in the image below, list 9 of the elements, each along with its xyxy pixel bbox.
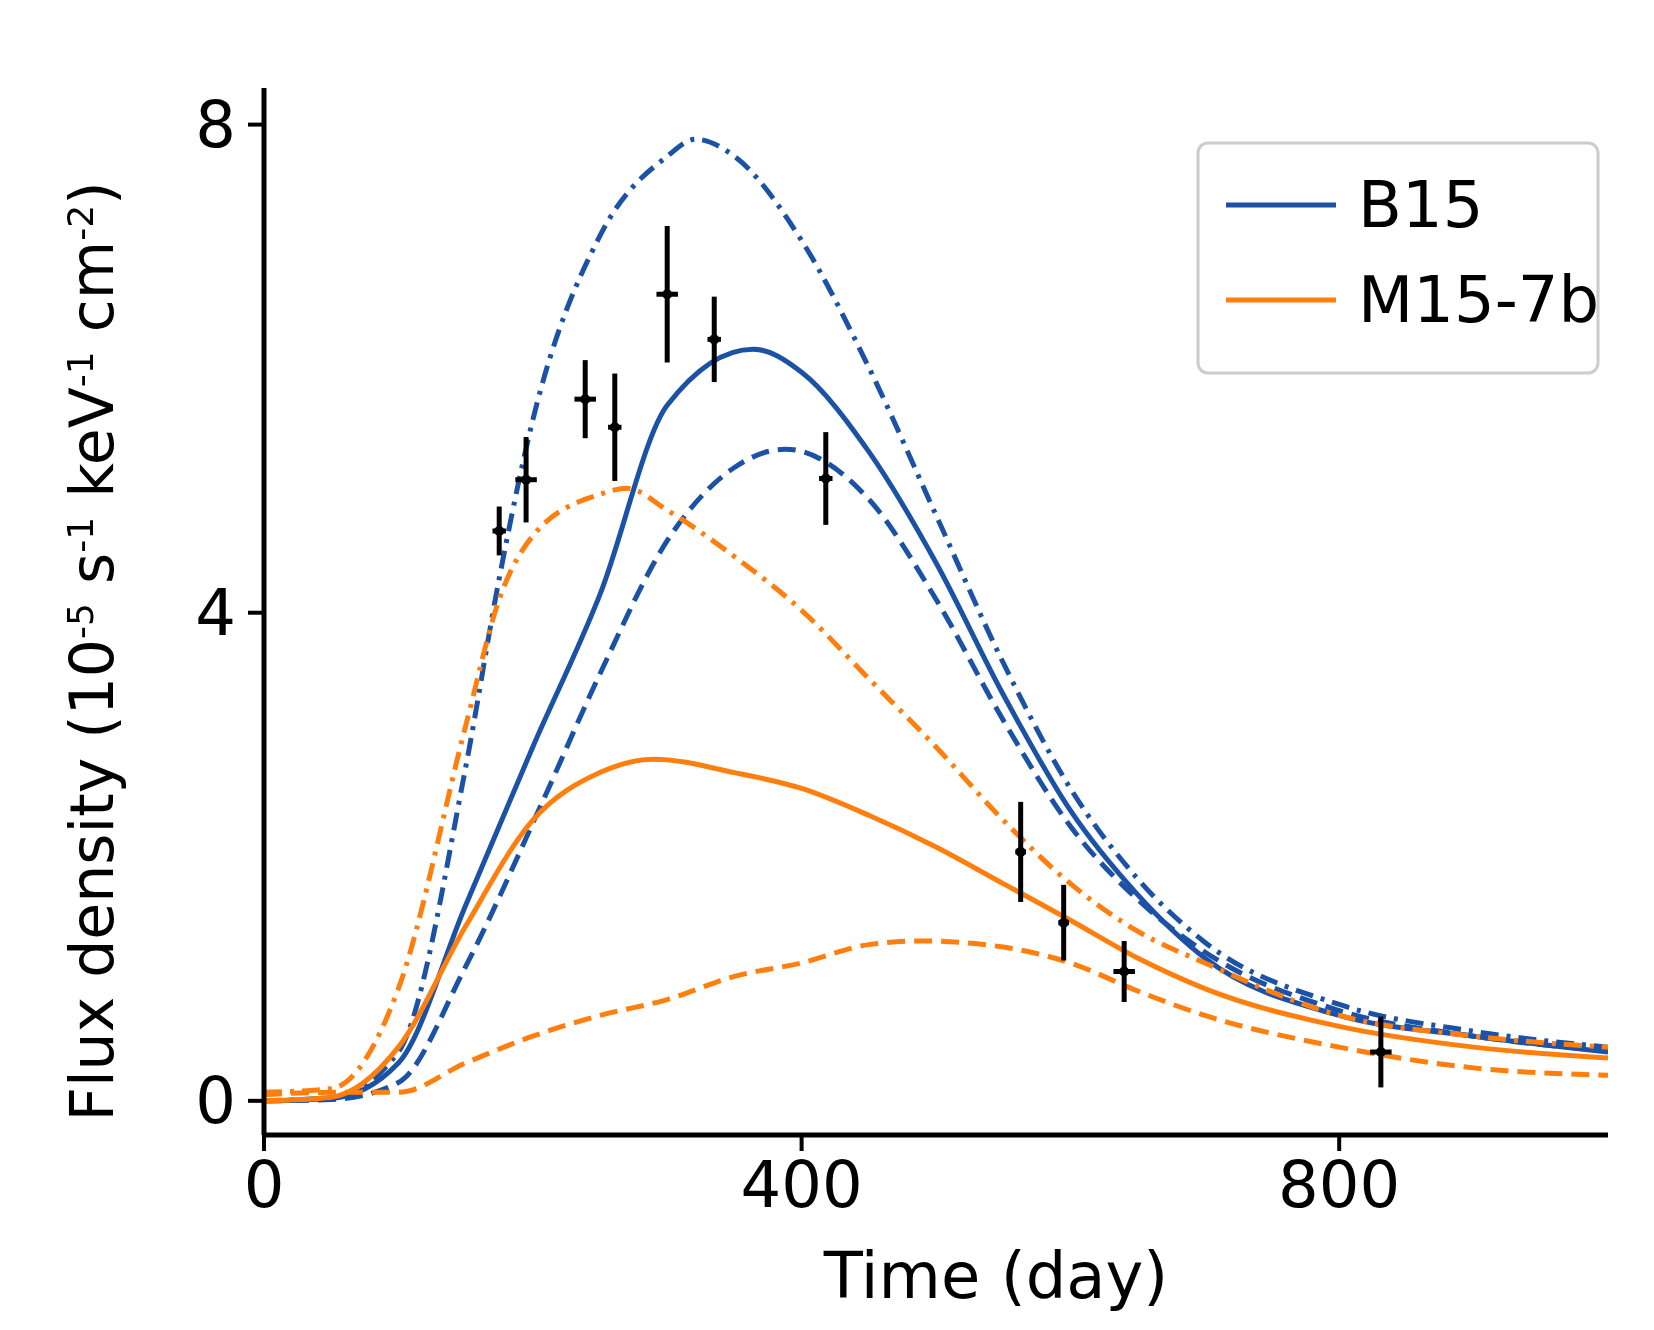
- y-tick-label: 0: [195, 1064, 236, 1139]
- legend-label: B15: [1358, 168, 1484, 243]
- y-tick-label: 4: [195, 576, 236, 651]
- y-tick-label: 8: [195, 88, 236, 163]
- x-tick-label: 0: [243, 1148, 285, 1222]
- x-tick-label: 800: [1278, 1148, 1401, 1222]
- x-axis-title: Time (day): [822, 1239, 1169, 1313]
- x-tick-label: 400: [740, 1148, 863, 1222]
- legend-label: M15-7b: [1358, 263, 1600, 338]
